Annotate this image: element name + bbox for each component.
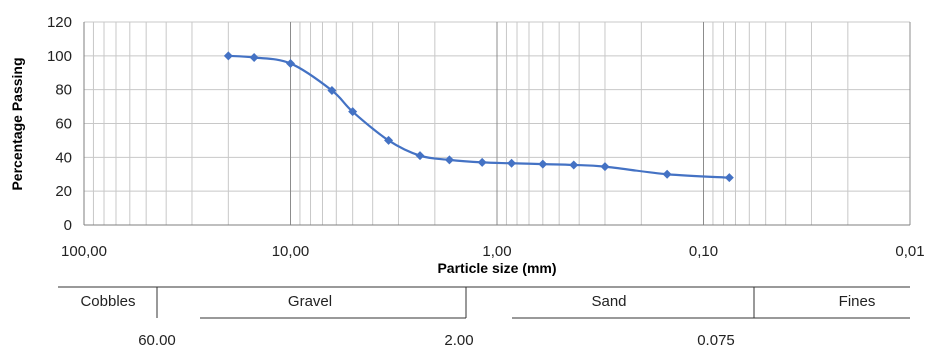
grading-curve-line xyxy=(228,54,730,179)
data-point xyxy=(477,157,487,167)
data-point xyxy=(249,53,259,63)
data-point xyxy=(662,169,672,179)
x-tick-label: 0,01 xyxy=(895,243,924,260)
class-label-sand: Sand xyxy=(591,293,626,310)
class-label-fines: Fines xyxy=(839,293,876,310)
x-tick-labels: 100,00 10,00 1,00 0,10 0,01 xyxy=(61,243,925,260)
boundary-label-sand-fines: 0.075 xyxy=(697,332,735,349)
y-tick-label: 80 xyxy=(55,82,72,99)
y-tick-labels: 0 20 40 60 80 100 120 xyxy=(47,14,72,234)
data-point xyxy=(507,158,517,168)
y-tick-label: 60 xyxy=(55,116,72,133)
axes xyxy=(83,22,910,226)
data-point xyxy=(327,86,337,96)
series-grading-curve xyxy=(228,54,730,179)
x-tick-label: 1,00 xyxy=(482,243,511,260)
data-markers xyxy=(223,51,734,183)
x-tick-label: 0,10 xyxy=(689,243,718,260)
y-tick-label: 20 xyxy=(55,183,72,200)
class-label-cobbles: Cobbles xyxy=(80,293,135,310)
y-tick-label: 0 xyxy=(64,217,72,234)
boundary-label-gravel-sand: 2.00 xyxy=(444,332,473,349)
data-point xyxy=(384,135,394,145)
class-label-gravel: Gravel xyxy=(288,293,332,310)
data-point xyxy=(538,159,548,169)
data-point xyxy=(348,107,358,117)
data-point xyxy=(600,162,610,172)
y-tick-label: 100 xyxy=(47,48,72,65)
data-point xyxy=(286,58,295,68)
y-axis-title: Percentage Passing xyxy=(9,57,25,190)
grid-lines xyxy=(84,21,911,226)
x-tick-label: 10,00 xyxy=(272,243,310,260)
data-point xyxy=(569,160,579,170)
y-tick-label: 40 xyxy=(55,149,72,166)
boundary-label-cobbles-gravel: 60.00 xyxy=(138,332,176,349)
data-point xyxy=(724,173,734,183)
x-tick-label: 100,00 xyxy=(61,243,107,260)
data-point xyxy=(223,51,233,61)
y-tick-label: 120 xyxy=(47,14,72,31)
soil-classification-table: Cobbles Gravel Sand Fines 60.00 2.00 0.0… xyxy=(58,286,910,349)
x-axis-title: Particle size (mm) xyxy=(437,260,556,276)
data-point xyxy=(444,155,454,165)
data-point xyxy=(415,151,425,161)
